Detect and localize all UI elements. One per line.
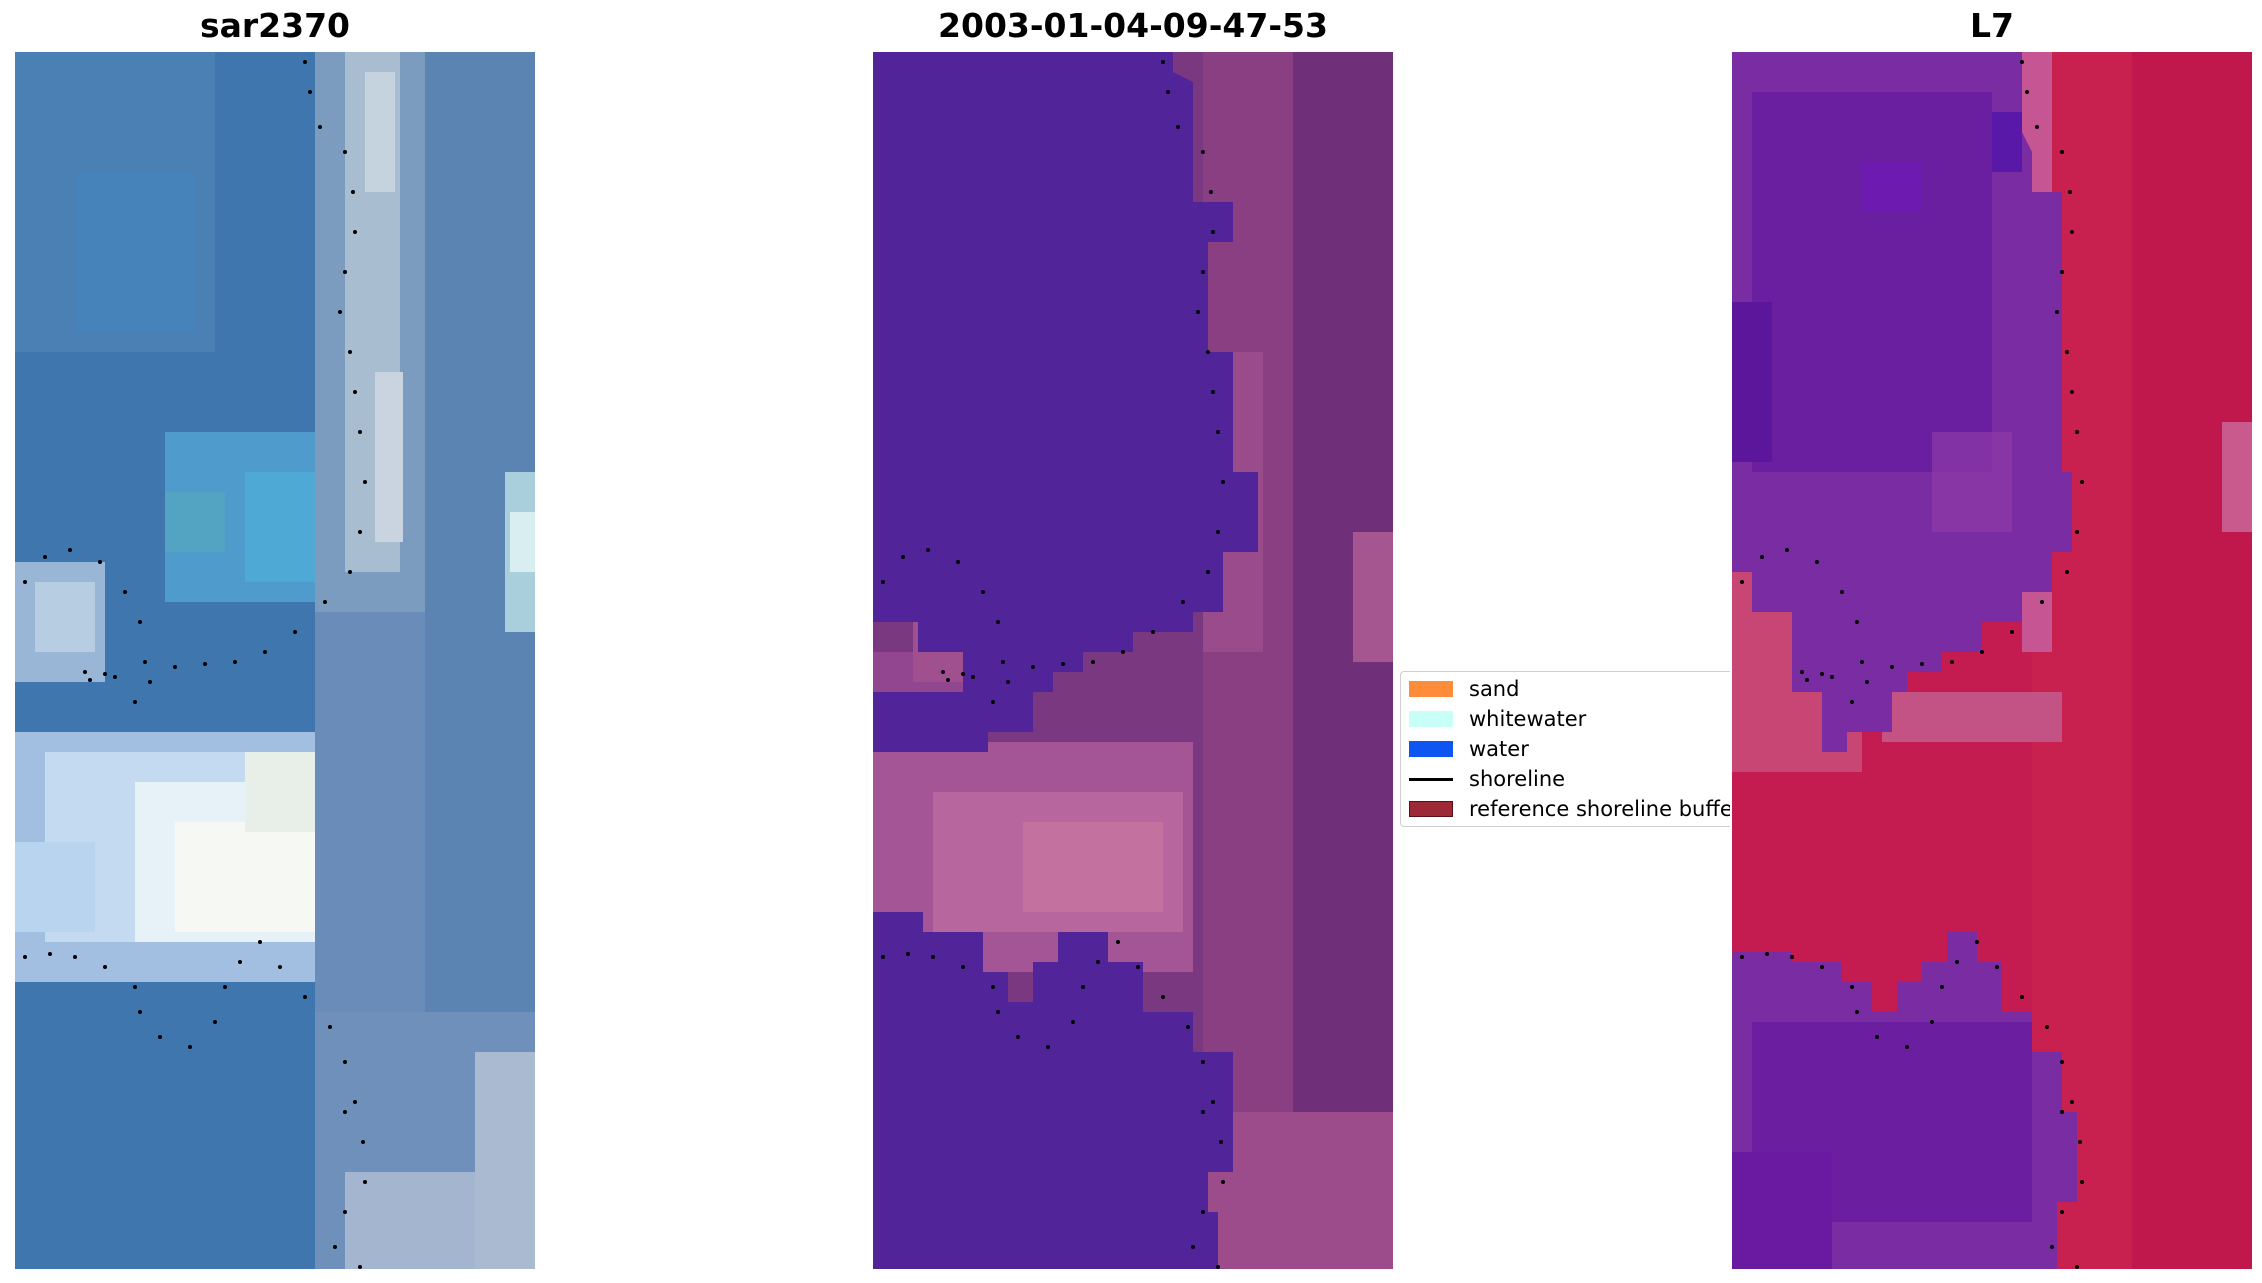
legend-item-whitewater: whitewater <box>1409 706 1586 732</box>
legend-item-sand: sand <box>1409 676 1519 702</box>
sand-swatch <box>1409 681 1453 697</box>
whitewater-swatch <box>1409 711 1453 727</box>
reference-buffer-swatch <box>1409 801 1453 817</box>
legend-item-water: water <box>1409 736 1529 762</box>
water-swatch <box>1409 741 1453 757</box>
panel-title-index: L7 <box>1970 6 2014 45</box>
panel-title-classified: 2003-01-04-09-47-53 <box>938 6 1328 45</box>
legend-item-shoreline: shoreline <box>1409 766 1565 792</box>
legend-label: water <box>1469 737 1529 761</box>
shoreline-swatch <box>1409 777 1453 781</box>
legend: sand whitewater water shoreline referenc… <box>1400 671 1730 827</box>
classified-image-panel <box>873 52 1393 1269</box>
legend-label: whitewater <box>1469 707 1587 731</box>
rgb-image-panel <box>15 52 535 1269</box>
index-image-panel <box>1732 52 2252 1269</box>
index-image <box>1732 52 2252 1269</box>
legend-item-reference-buffer: reference shoreline buffer <box>1409 796 1730 822</box>
classified-image <box>873 52 1393 1269</box>
legend-label: reference shoreline buffer <box>1469 797 1730 821</box>
panel-title-rgb: sar2370 <box>199 6 351 45</box>
rgb-image <box>15 52 535 1269</box>
legend-label: shoreline <box>1469 767 1566 791</box>
legend-label: sand <box>1469 677 1520 701</box>
